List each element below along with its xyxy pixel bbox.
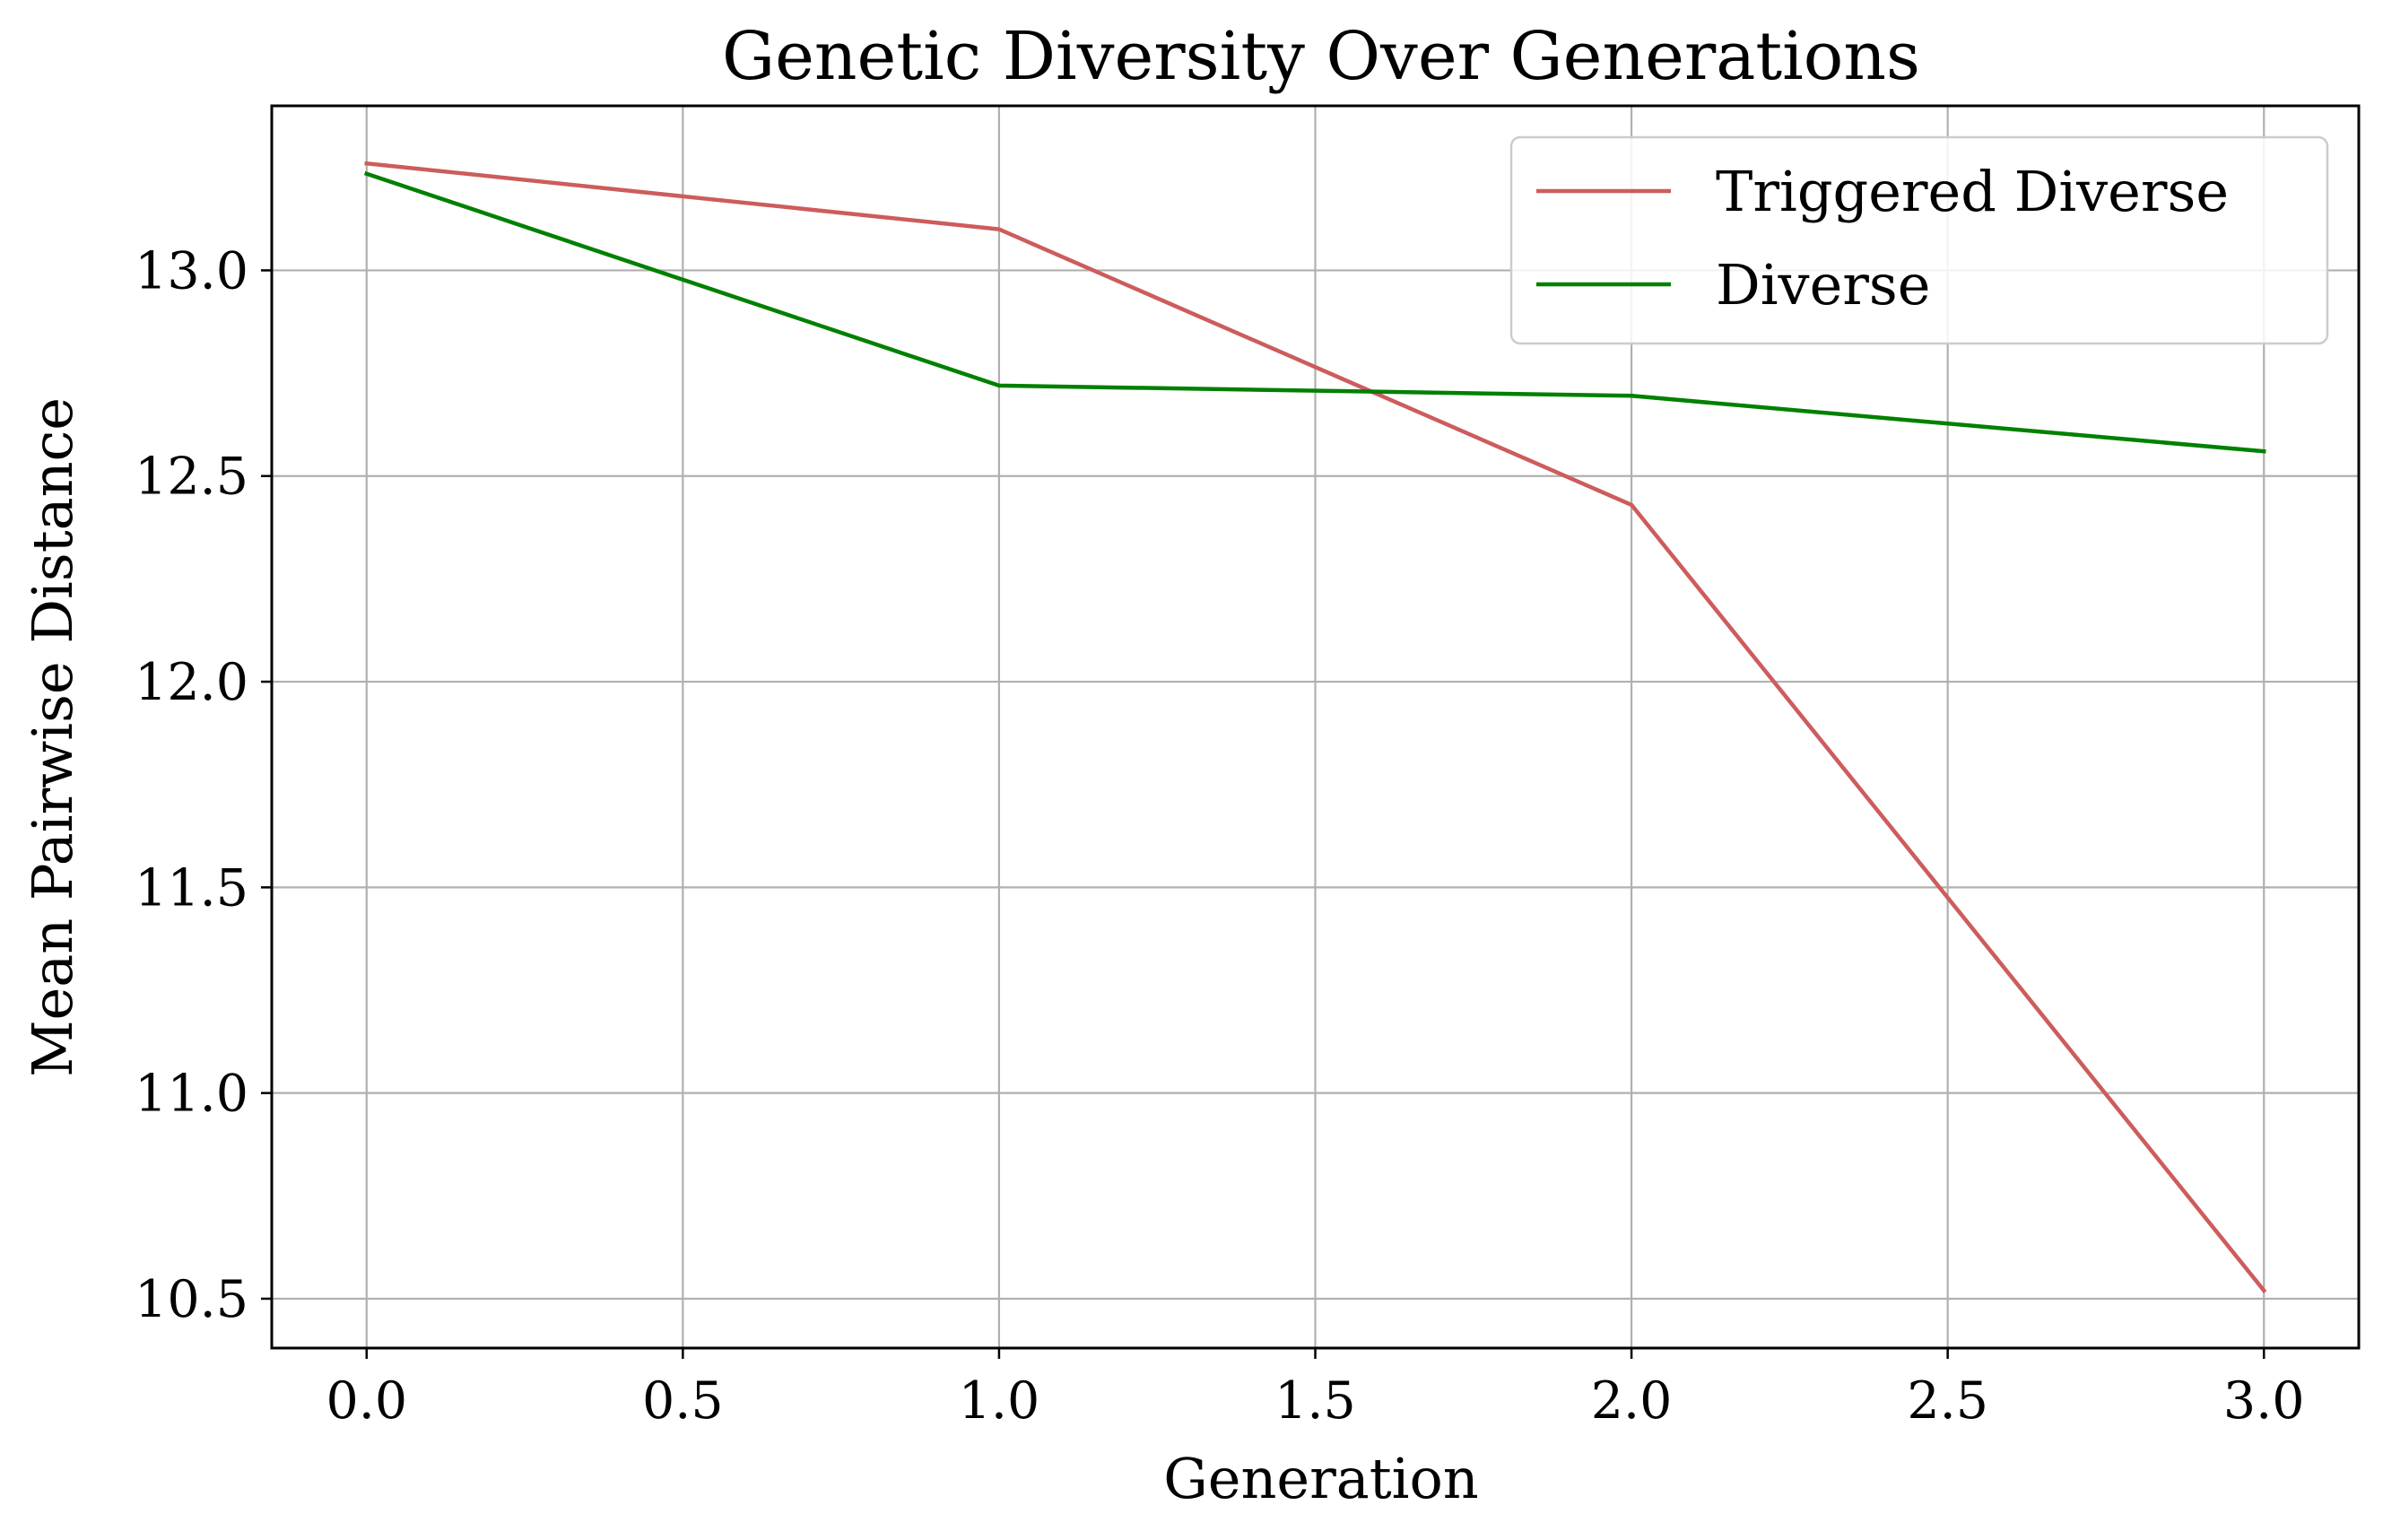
y-tick-label: 11.0: [135, 1065, 248, 1124]
x-tick-label: 0.0: [326, 1371, 407, 1431]
series-line-0: [364, 161, 2267, 1293]
x-tick-label: 3.0: [2223, 1371, 2305, 1431]
y-tick-label: 11.5: [135, 858, 248, 918]
legend-label: Diverse: [1716, 252, 1930, 318]
chart-title: Genetic Diversity Over Generations: [722, 18, 1920, 95]
axis-ticks: 0.0 0.5 1.0 1.5 2.0 2.5 3.0 10.5 11.0 11.5 12.0 12.…: [135, 241, 2304, 1431]
grid-lines: [272, 106, 2359, 1348]
x-tick-label: 1.0: [959, 1371, 1040, 1431]
y-axis-label: Mean Pairwise Distance: [20, 397, 85, 1077]
y-tick-label: 10.5: [135, 1270, 248, 1329]
y-tick-label: 12.5: [135, 448, 248, 507]
x-axis-label: Generation: [1163, 1446, 1478, 1511]
x-tick-label: 2.5: [1907, 1371, 1988, 1431]
y-tick-label: 13.0: [135, 241, 248, 300]
legend-label: Triggered Diverse: [1716, 159, 2229, 224]
x-tick-label: 1.5: [1274, 1371, 1356, 1431]
x-tick-label: 0.5: [642, 1371, 724, 1431]
x-tick-label: 2.0: [1591, 1371, 1673, 1431]
series-lines: [363, 161, 2267, 1293]
legend: Triggered Diverse Diverse: [1509, 135, 2329, 345]
y-tick-label: 12.0: [135, 653, 248, 712]
series-line-1: [363, 170, 2266, 454]
legend-box: [1509, 135, 2329, 345]
